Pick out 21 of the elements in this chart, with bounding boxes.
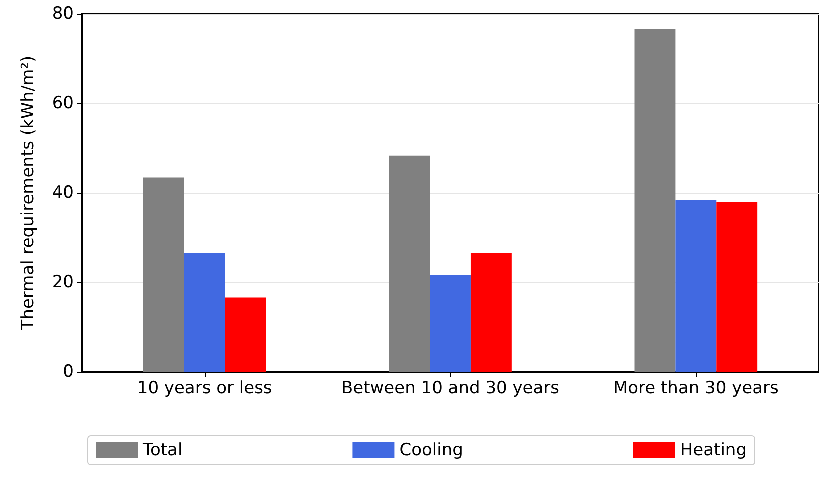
y-axis-title: Thermal requirements (kWh/m²) (18, 56, 38, 332)
bar (143, 178, 184, 372)
x-tick-label: 10 years or less (137, 378, 272, 398)
bar (389, 156, 430, 372)
y-tick-label: 20 (52, 272, 74, 292)
y-tick-label: 40 (52, 183, 74, 203)
legend-label: Cooling (400, 440, 464, 460)
y-tick-label: 0 (63, 362, 74, 382)
bar (634, 29, 676, 372)
bar (184, 253, 226, 372)
x-tick-label: Between 10 and 30 years (341, 378, 560, 398)
bar (676, 200, 717, 372)
bar (470, 253, 512, 372)
y-tick-label: 80 (52, 4, 74, 24)
bar (430, 275, 471, 372)
bar (716, 202, 758, 372)
y-tick-label: 60 (52, 94, 74, 114)
x-tick-label: More than 30 years (613, 378, 780, 398)
legend-label: Total (142, 440, 183, 460)
legend-label: Heating (680, 440, 748, 460)
bar (225, 298, 266, 372)
